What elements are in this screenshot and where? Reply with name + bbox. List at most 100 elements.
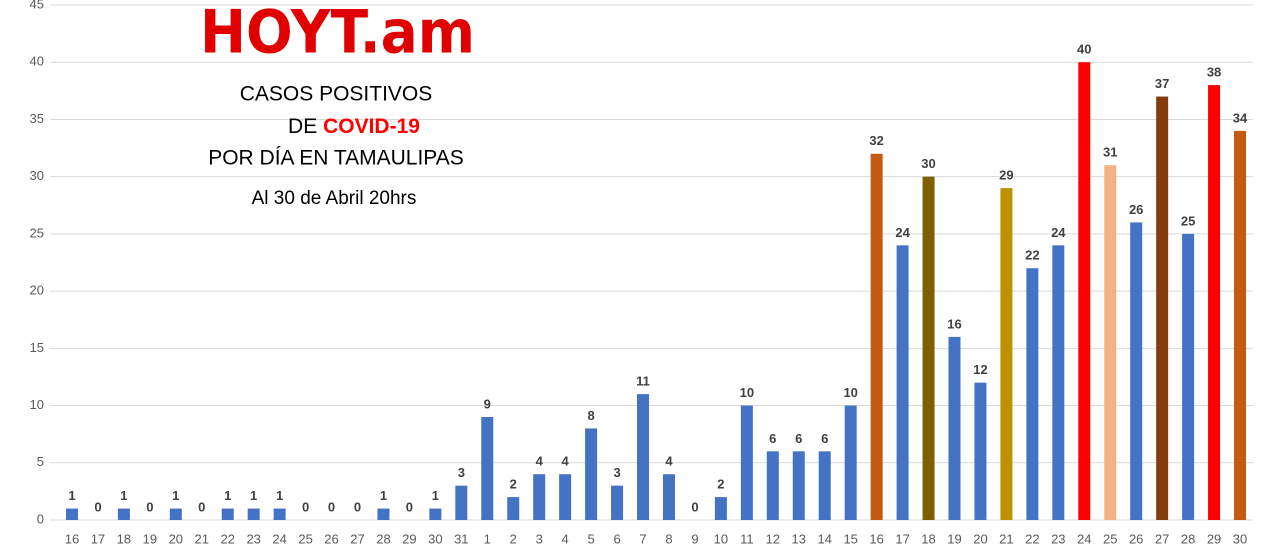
bar — [792, 451, 805, 520]
y-tick-label: 40 — [30, 54, 44, 69]
bar — [117, 508, 130, 520]
bar — [429, 508, 442, 520]
bar — [948, 336, 961, 520]
x-tick-label: 2 — [510, 531, 517, 546]
data-label: 31 — [1103, 145, 1117, 160]
x-tick-label: 25 — [1103, 531, 1117, 546]
data-label: 38 — [1207, 65, 1221, 80]
x-tick-label: 29 — [1207, 531, 1221, 546]
x-tick-label: 18 — [117, 531, 131, 546]
bar — [714, 497, 727, 520]
y-tick-label: 20 — [30, 283, 44, 298]
logo: HOYT.am — [200, 0, 475, 68]
data-label: 6 — [821, 431, 828, 446]
data-label: 3 — [613, 465, 620, 480]
data-label: 1 — [432, 488, 439, 503]
data-label: 34 — [1233, 110, 1248, 125]
x-tick-label: 22 — [220, 531, 234, 546]
data-label: 12 — [973, 362, 987, 377]
bar — [559, 474, 572, 520]
x-tick-label: 31 — [454, 531, 468, 546]
x-tick-label: 27 — [1155, 531, 1169, 546]
data-label: 29 — [999, 168, 1013, 183]
x-tick-label: 17 — [91, 531, 105, 546]
bar — [1052, 245, 1065, 521]
data-label: 10 — [740, 385, 754, 400]
title-highlight: COVID-19 — [323, 115, 420, 138]
bar — [169, 508, 182, 520]
data-label: 24 — [1051, 225, 1066, 240]
x-tick-label: 24 — [272, 531, 286, 546]
x-tick-label: 9 — [691, 531, 698, 546]
data-label: 0 — [691, 499, 698, 514]
data-label: 8 — [587, 408, 594, 423]
x-tick-label: 20 — [169, 531, 183, 546]
y-tick-label: 5 — [37, 454, 44, 469]
x-tick-label: 19 — [143, 531, 157, 546]
y-tick-label: 15 — [30, 340, 44, 355]
data-label: 10 — [843, 385, 857, 400]
y-tick-label: 30 — [30, 168, 44, 183]
x-tick-label: 19 — [947, 531, 961, 546]
bar — [922, 176, 935, 520]
bar — [533, 474, 546, 520]
data-label: 4 — [665, 454, 673, 469]
x-tick-label: 30 — [1233, 531, 1247, 546]
data-label: 22 — [1025, 248, 1039, 263]
y-tick-label: 0 — [37, 511, 44, 526]
x-tick-label: 23 — [246, 531, 260, 546]
title-prefix: DE — [288, 115, 317, 138]
x-tick-label: 8 — [665, 531, 672, 546]
y-tick-label: 45 — [30, 0, 44, 11]
x-tick-label: 12 — [766, 531, 780, 546]
data-label: 0 — [302, 499, 309, 514]
data-label: 2 — [510, 477, 517, 492]
title-line: CASOS POSITIVOS — [240, 83, 433, 106]
bar — [221, 508, 234, 520]
data-label: 37 — [1155, 76, 1169, 91]
data-label: 6 — [795, 431, 802, 446]
x-tick-label: 10 — [714, 531, 728, 546]
data-label: 24 — [895, 225, 910, 240]
data-label: 1 — [380, 488, 387, 503]
data-label: 11 — [636, 374, 650, 389]
bar — [740, 405, 753, 520]
bar — [1208, 85, 1221, 520]
x-tick-label: 7 — [639, 531, 646, 546]
data-label: 26 — [1129, 202, 1143, 217]
x-tick-label: 30 — [428, 531, 442, 546]
bar — [1182, 233, 1195, 520]
bar — [896, 245, 909, 521]
bar — [65, 508, 78, 520]
x-tick-label: 5 — [587, 531, 594, 546]
x-tick-label: 21 — [195, 531, 209, 546]
data-label: 0 — [406, 499, 413, 514]
data-label: 0 — [354, 499, 361, 514]
data-label: 1 — [224, 488, 231, 503]
subtitle: Al 30 de Abril 20hrs — [252, 188, 417, 209]
x-tick-label: 13 — [792, 531, 806, 546]
data-label: 1 — [276, 488, 283, 503]
bar — [1234, 130, 1247, 520]
bar — [1026, 268, 1039, 520]
x-tick-label: 17 — [895, 531, 909, 546]
bar — [377, 508, 390, 520]
data-label: 16 — [947, 316, 961, 331]
data-label: 6 — [769, 431, 776, 446]
x-tick-label: 15 — [843, 531, 857, 546]
data-label: 3 — [458, 465, 465, 480]
bar — [481, 417, 494, 520]
x-tick-label: 27 — [350, 531, 364, 546]
y-tick-label: 35 — [30, 111, 44, 126]
data-label: 1 — [120, 488, 127, 503]
data-label: 4 — [536, 454, 544, 469]
data-label: 30 — [921, 156, 935, 171]
bar — [766, 451, 779, 520]
data-label: 40 — [1077, 42, 1091, 57]
x-tick-label: 1 — [484, 531, 491, 546]
x-tick-label: 20 — [973, 531, 987, 546]
x-tick-label: 22 — [1025, 531, 1039, 546]
x-tick-label: 16 — [869, 531, 883, 546]
x-tick-label: 14 — [817, 531, 831, 546]
data-label: 4 — [562, 454, 570, 469]
